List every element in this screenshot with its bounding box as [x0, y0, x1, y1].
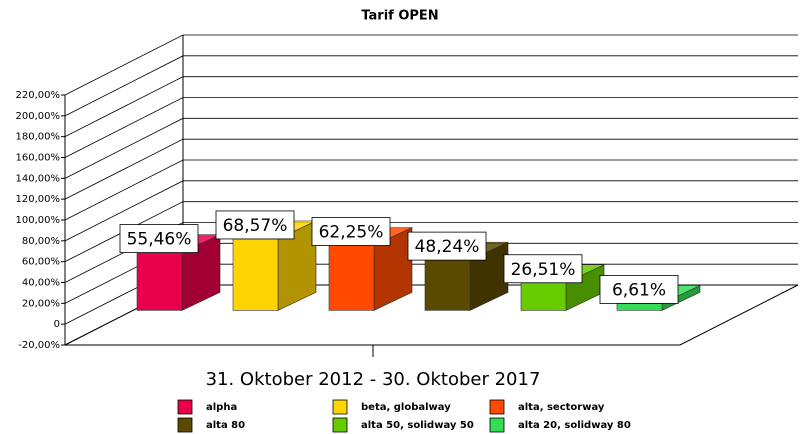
grid-line: [64, 34, 798, 96]
legend-swatch: [332, 417, 348, 433]
y-tick-label: 180,00%: [16, 132, 61, 143]
x-axis-label: 31. Oktober 2012 - 30. Oktober 2017: [206, 369, 541, 390]
y-tick-label: 0: [54, 319, 60, 330]
y-tick-label: 40,00%: [22, 278, 60, 289]
bar: [328, 245, 375, 311]
legend-label: alta 20, solidway 80: [518, 420, 631, 431]
legend-label: alpha: [206, 402, 237, 413]
value-label: 26,51%: [511, 260, 576, 280]
bar: [232, 238, 279, 311]
grid-line: [64, 159, 798, 221]
y-tick-label: 20,00%: [22, 298, 60, 309]
grid-line: [64, 138, 798, 200]
grid-line: [64, 55, 798, 117]
value-label-box: [503, 254, 583, 284]
chart-title: Tarif OPEN: [361, 9, 438, 24]
grid-line: [64, 201, 798, 263]
grid-line: [64, 117, 798, 179]
value-label: 62,25%: [319, 223, 384, 243]
legend-label: alta 50, solidway 50: [361, 420, 474, 431]
value-label-box: [407, 231, 487, 261]
bar: [520, 282, 567, 311]
legend-swatch: [177, 417, 193, 433]
y-tick-label: 220,00%: [16, 90, 61, 101]
y-tick-label: 160,00%: [16, 153, 61, 164]
y-tick-label: 140,00%: [16, 173, 61, 184]
bar: [616, 303, 663, 311]
value-label-box: [311, 217, 391, 246]
y-tick-label: -20,00%: [18, 340, 60, 351]
grid-line: [64, 76, 798, 138]
value-label: 6,61%: [612, 280, 666, 300]
value-label-box: [599, 275, 679, 304]
legend-label: alta, sectorway: [518, 402, 605, 413]
value-label: 55,46%: [127, 230, 192, 250]
grid-line: [64, 180, 798, 242]
y-tick-label: 80,00%: [22, 236, 60, 247]
legend-swatch: [177, 399, 193, 415]
legend-label: beta, globalway: [361, 402, 451, 413]
y-tick-label: 120,00%: [16, 194, 61, 205]
bar: [136, 252, 183, 311]
value-label-box: [215, 210, 295, 240]
y-tick-label: 100,00%: [16, 215, 61, 226]
value-label: 48,24%: [415, 237, 480, 257]
y-tick-label: 200,00%: [16, 111, 61, 122]
value-label: 68,57%: [223, 216, 288, 236]
grid-line: [64, 97, 798, 158]
grid-line: [64, 222, 798, 283]
bar: [424, 259, 471, 311]
legend-swatch: [489, 399, 505, 415]
legend-swatch: [489, 417, 505, 433]
value-label-box: [119, 224, 199, 253]
y-tick-label: 60,00%: [22, 257, 60, 268]
legend-label: alta 80: [206, 420, 245, 431]
legend-swatch: [332, 399, 348, 415]
